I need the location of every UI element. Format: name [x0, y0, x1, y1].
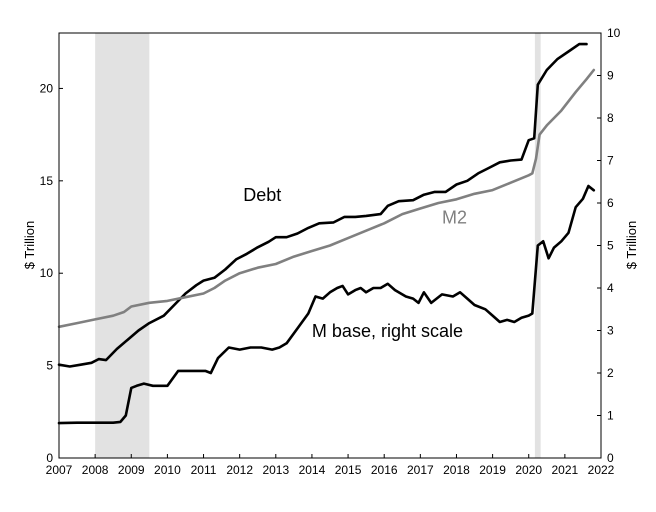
right-axis-title: $ Trillion — [624, 221, 639, 269]
right-y-tick-label: 5 — [607, 239, 614, 253]
right-y-tick-label: 6 — [607, 196, 614, 210]
x-tick-label: 2013 — [262, 463, 289, 477]
tick-labels: 2007 2008 2009 2010 2011 2012 2013 2014 2015 2016… — [40, 26, 621, 477]
x-tick-label: 2011 — [191, 463, 217, 477]
x-tick-label: 2007 — [46, 463, 73, 477]
right-y-tick-label: 10 — [607, 26, 621, 40]
x-tick-label: 2021 — [552, 463, 579, 477]
right-y-tick-label: 8 — [607, 111, 614, 125]
right-y-tick-label: 3 — [607, 324, 614, 338]
left-y-tick-label: 20 — [40, 81, 54, 95]
recession-band-1 — [95, 33, 150, 458]
recession-bands — [95, 33, 541, 458]
series-lines — [57, 42, 596, 425]
series-label-m2: M2 — [442, 207, 467, 227]
x-tick-label: 2008 — [82, 463, 109, 477]
right-y-tick-label: 9 — [607, 69, 614, 83]
plot-frame — [58, 32, 602, 459]
x-tick-label: 2012 — [226, 463, 253, 477]
left-y-tick-label: 15 — [40, 174, 54, 188]
series-line-m2 — [57, 68, 596, 329]
right-y-tick-label: 2 — [607, 366, 614, 380]
right-y-tick-label: 1 — [607, 409, 614, 423]
left-y-tick-label: 5 — [46, 359, 53, 373]
x-tick-label: 2018 — [443, 463, 470, 477]
series-label-m-base: M base, right scale — [312, 321, 463, 341]
x-tick-label: 2010 — [154, 463, 181, 477]
series-label-debt: Debt — [243, 185, 281, 205]
x-tick-label: 2016 — [371, 463, 398, 477]
x-tick-label: 2022 — [588, 463, 615, 477]
x-tick-label: 2014 — [299, 463, 326, 477]
x-tick-label: 2015 — [335, 463, 362, 477]
left-y-tick-label: 10 — [40, 266, 54, 280]
series-line-m-base — [57, 184, 596, 425]
right-y-tick-label: 0 — [607, 451, 614, 465]
series-line-debt — [57, 42, 588, 368]
right-y-tick-label: 7 — [607, 154, 614, 168]
left-y-tick-label: 0 — [46, 451, 53, 465]
x-tick-label: 2017 — [407, 463, 434, 477]
x-tick-label: 2020 — [515, 463, 542, 477]
x-tick-label: 2009 — [118, 463, 145, 477]
left-axis-title: $ Trillion — [22, 221, 37, 269]
x-tick-label: 2019 — [479, 463, 506, 477]
right-y-tick-label: 4 — [607, 281, 614, 295]
